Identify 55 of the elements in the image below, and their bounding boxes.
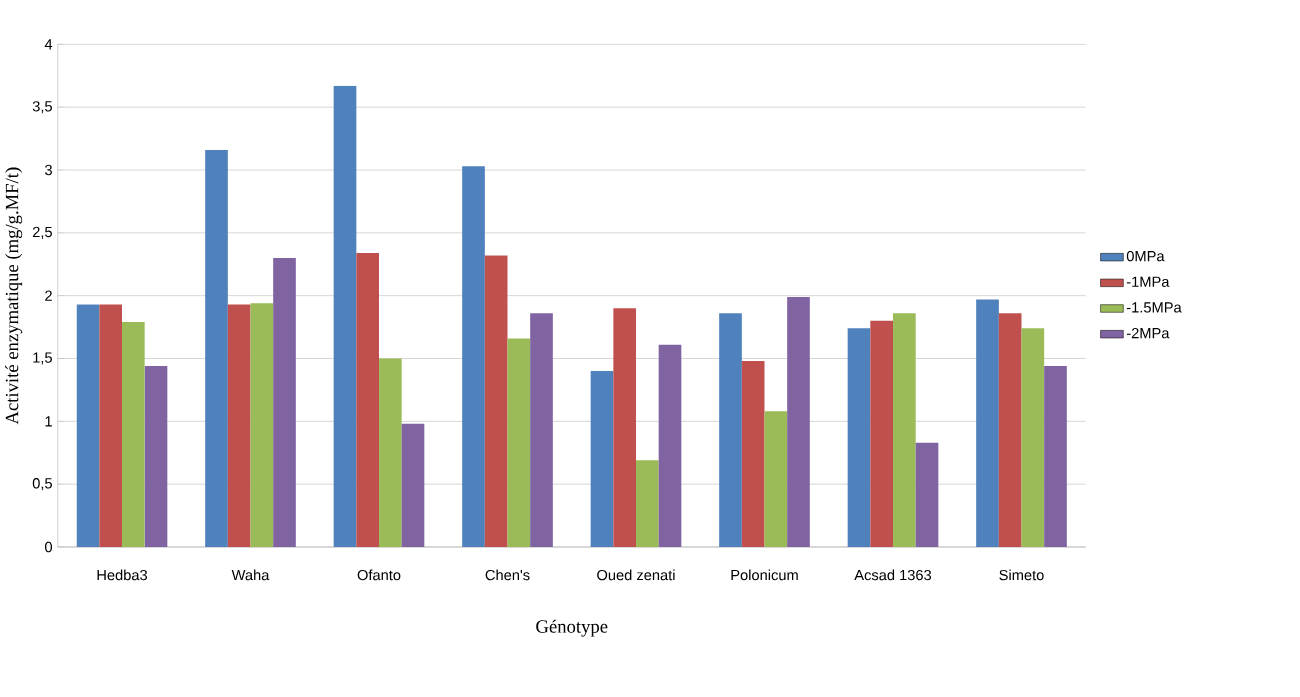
bar [462, 166, 485, 547]
bar [333, 85, 357, 547]
y-tick-label: 2 [45, 290, 52, 301]
bar [379, 358, 402, 547]
x-tick-label: Chen's [485, 569, 530, 581]
legend-label: -1MPa [1126, 276, 1170, 287]
y-tick-label: 1 [45, 416, 52, 427]
bar [719, 313, 742, 547]
bar [356, 252, 379, 547]
bar [590, 371, 614, 547]
bar [144, 366, 168, 547]
bar [76, 304, 100, 547]
x-tick-label: Waha [231, 569, 270, 581]
bar [613, 308, 636, 547]
bar [530, 313, 553, 547]
bar [122, 322, 145, 547]
bar [658, 344, 682, 547]
bar [484, 255, 508, 547]
bar [273, 257, 296, 547]
y-tick-label: 0,5 [32, 478, 52, 491]
x-tick-label: Oued zenati [597, 569, 675, 581]
legend-label: -1.5MPa [1126, 302, 1182, 313]
legend-label: -2MPa [1126, 327, 1170, 339]
legend-label: 0MPa [1126, 250, 1165, 262]
bar [764, 411, 788, 547]
bar [870, 320, 894, 547]
bar [227, 304, 251, 547]
bar [847, 328, 871, 547]
bar [1044, 366, 1067, 547]
x-tick-label: Simeto [999, 569, 1044, 581]
y-tick-label: 1,5 [33, 352, 52, 365]
bar [401, 423, 425, 547]
x-axis-title: Génotype [536, 619, 608, 637]
bar [741, 361, 765, 547]
y-tick-label: 4 [44, 39, 53, 50]
y-axis-title: Activité enzymatique (mg/g.MF/t) [5, 167, 23, 425]
bar [99, 304, 122, 547]
y-tick-label: 3 [45, 164, 52, 176]
x-tick-label: Polonicum [731, 569, 798, 581]
bar [507, 338, 531, 547]
bar [998, 313, 1022, 547]
bar [1021, 328, 1045, 547]
bar [787, 296, 810, 547]
y-tick-label: 2,5 [32, 226, 52, 239]
bar [893, 313, 916, 547]
bar [636, 460, 659, 547]
bar [205, 149, 228, 547]
x-tick-label: Acsad 1363 [854, 569, 932, 581]
y-tick-label: 3,5 [32, 101, 52, 114]
x-tick-label: Ofanto [357, 569, 401, 581]
bar [915, 442, 939, 547]
y-tick-label: 0 [45, 541, 53, 553]
bar [976, 299, 999, 547]
x-tick-label: Hedba3 [97, 569, 148, 581]
bar [250, 303, 274, 547]
